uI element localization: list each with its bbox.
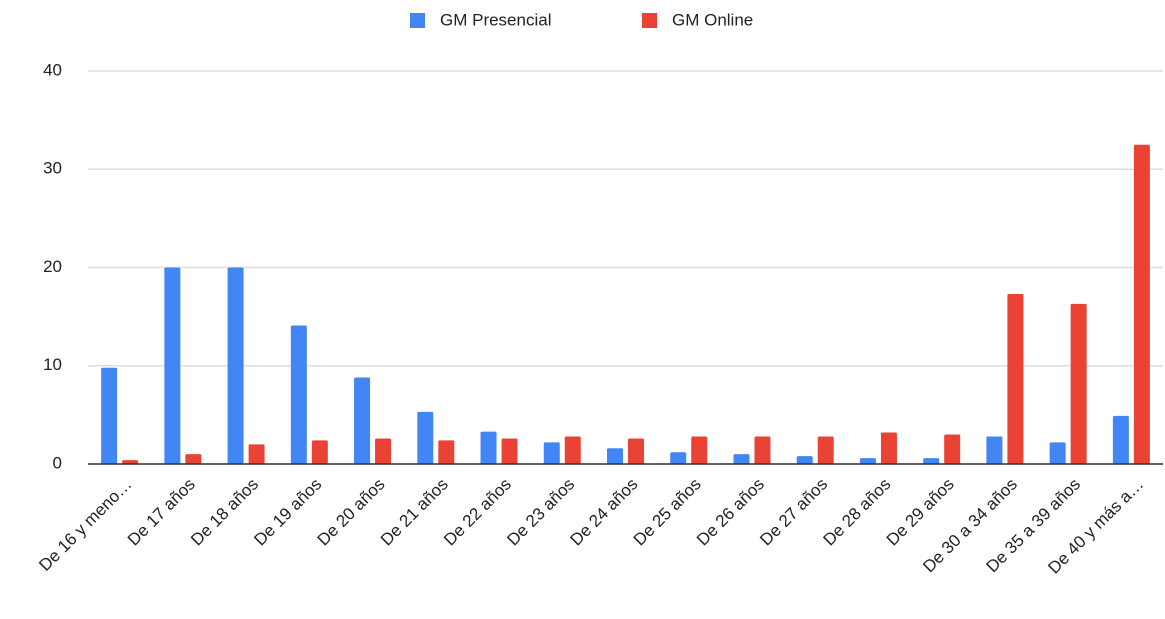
bar — [754, 436, 771, 464]
bar — [733, 454, 750, 464]
bar — [1007, 294, 1024, 464]
x-tick-label: De 20 años — [314, 475, 389, 550]
bar — [1070, 303, 1087, 464]
bar — [944, 434, 961, 464]
bar — [375, 438, 392, 464]
legend-swatch — [642, 13, 657, 28]
x-tick-label: De 24 años — [567, 475, 642, 550]
legend-label: GM Online — [672, 10, 753, 29]
bar — [501, 438, 518, 464]
bar — [543, 442, 560, 464]
bar — [923, 458, 940, 464]
y-tick-label: 0 — [53, 453, 62, 472]
bar — [248, 444, 265, 464]
bar — [1049, 442, 1066, 464]
bar — [859, 458, 876, 464]
bar — [290, 325, 307, 464]
bar — [417, 411, 434, 464]
x-tick-label: De 18 años — [187, 475, 262, 550]
bar — [880, 432, 897, 464]
x-tick-label: De 17 años — [124, 475, 199, 550]
legend-label: GM Presencial — [440, 10, 551, 29]
x-tick-label: De 21 años — [377, 475, 452, 550]
bar — [354, 377, 371, 464]
bar — [1112, 415, 1129, 464]
bar — [817, 436, 834, 464]
bar — [480, 431, 497, 464]
bar — [122, 460, 139, 464]
x-tick-label: De 23 años — [503, 475, 578, 550]
y-tick-label: 10 — [43, 355, 62, 374]
x-tick-label: De 19 años — [250, 475, 325, 550]
legend-swatch — [410, 13, 425, 28]
x-tick-label: De 16 y meno… — [35, 475, 135, 575]
bar — [670, 452, 687, 464]
x-tick-label: De 27 años — [756, 475, 831, 550]
bar — [564, 436, 581, 464]
x-tick-label: De 22 años — [440, 475, 515, 550]
bar — [796, 456, 813, 464]
bar — [986, 436, 1003, 464]
x-tick-label: De 28 años — [820, 475, 895, 550]
y-tick-label: 40 — [43, 60, 62, 79]
y-tick-label: 20 — [43, 257, 62, 276]
bar — [227, 267, 244, 464]
bar — [438, 440, 455, 464]
bar — [607, 448, 623, 464]
bar — [164, 267, 181, 464]
bar — [101, 367, 118, 464]
y-tick-label: 30 — [43, 159, 62, 178]
x-tick-label: De 25 años — [630, 475, 705, 550]
bar — [628, 438, 644, 464]
bar — [1133, 144, 1150, 464]
bar — [185, 454, 202, 464]
bar — [311, 440, 328, 464]
bar — [691, 436, 708, 464]
x-tick-label: De 26 años — [693, 475, 768, 550]
